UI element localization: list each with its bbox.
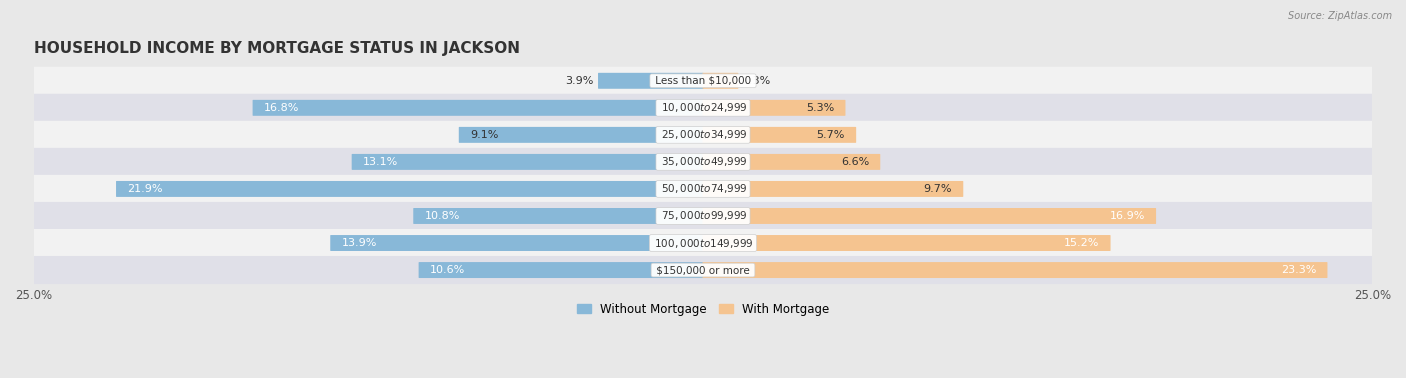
FancyBboxPatch shape bbox=[32, 202, 1374, 230]
Text: $100,000 to $149,999: $100,000 to $149,999 bbox=[651, 237, 755, 249]
FancyBboxPatch shape bbox=[703, 127, 856, 143]
Text: 9.7%: 9.7% bbox=[924, 184, 952, 194]
FancyBboxPatch shape bbox=[703, 73, 738, 89]
FancyBboxPatch shape bbox=[330, 235, 703, 251]
FancyBboxPatch shape bbox=[703, 235, 1111, 251]
Text: Source: ZipAtlas.com: Source: ZipAtlas.com bbox=[1288, 11, 1392, 21]
FancyBboxPatch shape bbox=[703, 208, 1156, 224]
Text: HOUSEHOLD INCOME BY MORTGAGE STATUS IN JACKSON: HOUSEHOLD INCOME BY MORTGAGE STATUS IN J… bbox=[34, 42, 520, 56]
Legend: Without Mortgage, With Mortgage: Without Mortgage, With Mortgage bbox=[572, 298, 834, 320]
Text: $10,000 to $24,999: $10,000 to $24,999 bbox=[658, 101, 748, 114]
Text: 5.7%: 5.7% bbox=[817, 130, 845, 140]
Text: Less than $10,000: Less than $10,000 bbox=[652, 76, 754, 86]
FancyBboxPatch shape bbox=[598, 73, 703, 89]
Text: 15.2%: 15.2% bbox=[1064, 238, 1099, 248]
FancyBboxPatch shape bbox=[32, 256, 1374, 284]
Text: $50,000 to $74,999: $50,000 to $74,999 bbox=[658, 183, 748, 195]
Text: 16.9%: 16.9% bbox=[1109, 211, 1144, 221]
Text: 10.6%: 10.6% bbox=[430, 265, 465, 275]
FancyBboxPatch shape bbox=[703, 154, 880, 170]
FancyBboxPatch shape bbox=[703, 100, 845, 116]
FancyBboxPatch shape bbox=[117, 181, 703, 197]
Text: 16.8%: 16.8% bbox=[264, 103, 299, 113]
FancyBboxPatch shape bbox=[253, 100, 703, 116]
FancyBboxPatch shape bbox=[32, 175, 1374, 203]
FancyBboxPatch shape bbox=[32, 148, 1374, 176]
FancyBboxPatch shape bbox=[413, 208, 703, 224]
FancyBboxPatch shape bbox=[703, 181, 963, 197]
Text: 5.3%: 5.3% bbox=[806, 103, 834, 113]
Text: 6.6%: 6.6% bbox=[841, 157, 869, 167]
Text: $35,000 to $49,999: $35,000 to $49,999 bbox=[658, 155, 748, 169]
FancyBboxPatch shape bbox=[32, 121, 1374, 149]
FancyBboxPatch shape bbox=[32, 229, 1374, 257]
Text: 3.9%: 3.9% bbox=[565, 76, 593, 86]
FancyBboxPatch shape bbox=[458, 127, 703, 143]
Text: 9.1%: 9.1% bbox=[470, 130, 498, 140]
Text: $150,000 or more: $150,000 or more bbox=[652, 265, 754, 275]
Text: 21.9%: 21.9% bbox=[128, 184, 163, 194]
FancyBboxPatch shape bbox=[703, 262, 1327, 278]
Text: 1.3%: 1.3% bbox=[744, 76, 772, 86]
Text: $75,000 to $99,999: $75,000 to $99,999 bbox=[658, 209, 748, 223]
Text: 13.1%: 13.1% bbox=[363, 157, 398, 167]
FancyBboxPatch shape bbox=[32, 94, 1374, 122]
Text: 10.8%: 10.8% bbox=[425, 211, 460, 221]
Text: 13.9%: 13.9% bbox=[342, 238, 377, 248]
Text: $25,000 to $34,999: $25,000 to $34,999 bbox=[658, 129, 748, 141]
FancyBboxPatch shape bbox=[352, 154, 703, 170]
FancyBboxPatch shape bbox=[32, 67, 1374, 95]
FancyBboxPatch shape bbox=[419, 262, 703, 278]
Text: 23.3%: 23.3% bbox=[1281, 265, 1316, 275]
